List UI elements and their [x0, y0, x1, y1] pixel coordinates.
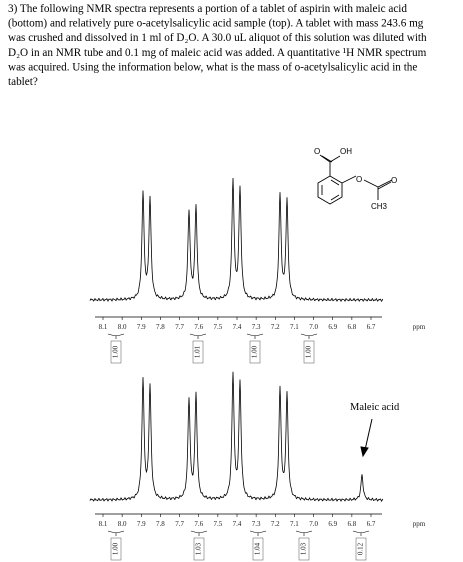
question-line: 3) The following NMR spectra represents … — [8, 3, 407, 15]
molecule-structure — [317, 154, 393, 205]
tick-label: 7.7 — [175, 323, 184, 331]
integral-bracket — [300, 333, 318, 339]
integral-value: 1.01 — [194, 345, 202, 358]
question-line: was crushed and dissolved in 1 ml of D₂O… — [8, 32, 427, 44]
integral-box — [252, 537, 264, 561]
tick-label: 7.4 — [233, 520, 242, 528]
atom-label: CH3 — [371, 202, 388, 211]
tick-label: 7.9 — [137, 520, 146, 528]
tick-label: 7.4 — [233, 323, 242, 331]
atom-label: O — [314, 147, 320, 156]
tick-label: 7.1 — [290, 323, 299, 331]
tick-label: 8.0 — [118, 323, 127, 331]
axis-unit: ppm — [413, 323, 426, 331]
tick-label: 7.5 — [213, 323, 222, 331]
question-line: (bottom) and relatively pure o-acetylsal… — [8, 18, 424, 30]
tick-label: 7.6 — [194, 323, 203, 331]
tick-label: 7.0 — [309, 520, 318, 528]
tick-label: 8.0 — [118, 520, 127, 528]
tick-label: 7.5 — [213, 520, 222, 528]
integral-bracket — [249, 530, 267, 536]
integral-bracket — [246, 333, 264, 339]
tick-label: 7.2 — [271, 520, 280, 528]
integral-value: 1.00 — [305, 345, 313, 358]
annotation: Maleic acid — [350, 402, 400, 413]
question-line: was acquired. Using the information belo… — [8, 61, 417, 73]
integral-bracket — [189, 333, 207, 339]
integral-box — [192, 340, 204, 364]
tick-label: 6.7 — [367, 520, 376, 528]
tick-label: 7.8 — [156, 520, 165, 528]
tick-label: 8.1 — [99, 520, 108, 528]
integral-bracket — [295, 530, 313, 536]
integral-box — [355, 537, 367, 561]
tick-label: 7.6 — [194, 520, 203, 528]
integral-box — [298, 537, 310, 561]
tick-label: 6.9 — [328, 520, 337, 528]
tick-label: 6.8 — [347, 520, 356, 528]
integral-value: 1.00 — [112, 542, 120, 555]
atom-label: O — [391, 176, 397, 185]
tick-label: 6.9 — [328, 323, 337, 331]
integral-bracket — [190, 530, 208, 536]
axis-unit: ppm — [413, 520, 426, 528]
integral-bracket — [352, 530, 370, 536]
tick-label: 7.3 — [252, 520, 261, 528]
question-line: tablet? — [8, 76, 38, 88]
integral-value: 1.03 — [195, 542, 203, 555]
question-line: D₂O in an NMR tube and 0.1 mg of maleic … — [8, 47, 427, 59]
tick-label: 7.7 — [175, 520, 184, 528]
integral-box — [193, 537, 205, 561]
tick-label: 7.3 — [252, 323, 261, 331]
integral-box — [249, 340, 261, 364]
integral-value: 1.04 — [254, 542, 262, 555]
tick-label: 7.1 — [290, 520, 299, 528]
integral-value: 1.00 — [251, 345, 259, 358]
integral-bracket — [107, 333, 125, 339]
tick-label: 7.0 — [309, 323, 318, 331]
integral-value: 1.00 — [112, 345, 120, 358]
integral-box — [110, 537, 122, 561]
atom-label: O — [356, 175, 362, 184]
integral-value: 0.12 — [357, 542, 365, 555]
annotation-arrow — [360, 418, 373, 458]
integral-bracket — [107, 530, 125, 536]
tick-label: 7.9 — [137, 323, 146, 331]
atom-label: OH — [340, 147, 352, 156]
tick-label: 8.1 — [99, 323, 108, 331]
spectrum-trace — [89, 177, 384, 303]
tick-label: 6.8 — [347, 323, 356, 331]
integral-box — [303, 340, 315, 364]
tick-label: 6.7 — [367, 323, 376, 331]
integral-value: 1.03 — [300, 542, 308, 555]
tick-label: 7.2 — [271, 323, 280, 331]
spectrum-trace — [89, 371, 384, 502]
tick-label: 7.8 — [156, 323, 165, 331]
integral-box — [110, 340, 122, 364]
